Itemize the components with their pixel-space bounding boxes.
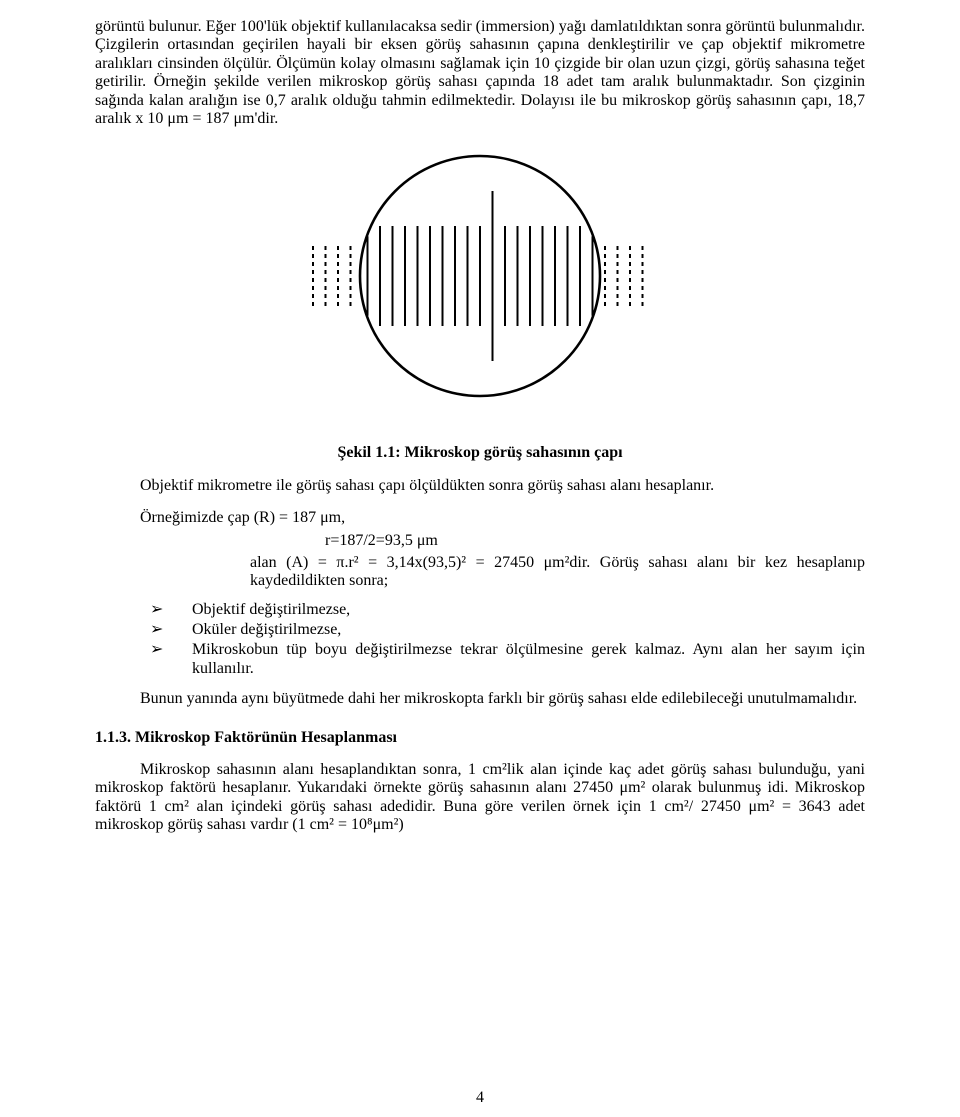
- figure-caption: Şekil 1.1: Mikroskop görüş sahasının çap…: [95, 444, 865, 462]
- bullet-list: Objektif değiştirilmezse, Oküler değişti…: [95, 601, 865, 679]
- paragraph-warning: Bunun yanında aynı büyütmede dahi her mi…: [95, 690, 865, 708]
- paragraph-intro: görüntü bulunur. Eğer 100'lük objektif k…: [95, 18, 865, 128]
- example-area-line: alan (A) = π.r² = 3,14x(93,5)² = 27450 μ…: [95, 554, 865, 591]
- figure-svg: [297, 136, 663, 416]
- example-diameter-line: Örneğimizde çap (R) = 187 μm,: [95, 509, 865, 527]
- page-number: 4: [0, 1089, 960, 1107]
- paragraph-after-caption: Objektif mikrometre ile görüş sahası çap…: [95, 477, 865, 495]
- bullet-okuler: Oküler değiştirilmezse,: [150, 621, 865, 639]
- paragraph-faktor: Mikroskop sahasının alanı hesaplandıktan…: [95, 761, 865, 835]
- heading-faktor: 1.1.3. Mikroskop Faktörünün Hesaplanması: [95, 729, 865, 747]
- figure-microscope-scale: [95, 136, 865, 416]
- bullet-objektif: Objektif değiştirilmezse,: [150, 601, 865, 619]
- example-radius-line: r=187/2=93,5 μm: [95, 532, 865, 550]
- bullet-tup: Mikroskobun tüp boyu değiştirilmezse tek…: [150, 641, 865, 678]
